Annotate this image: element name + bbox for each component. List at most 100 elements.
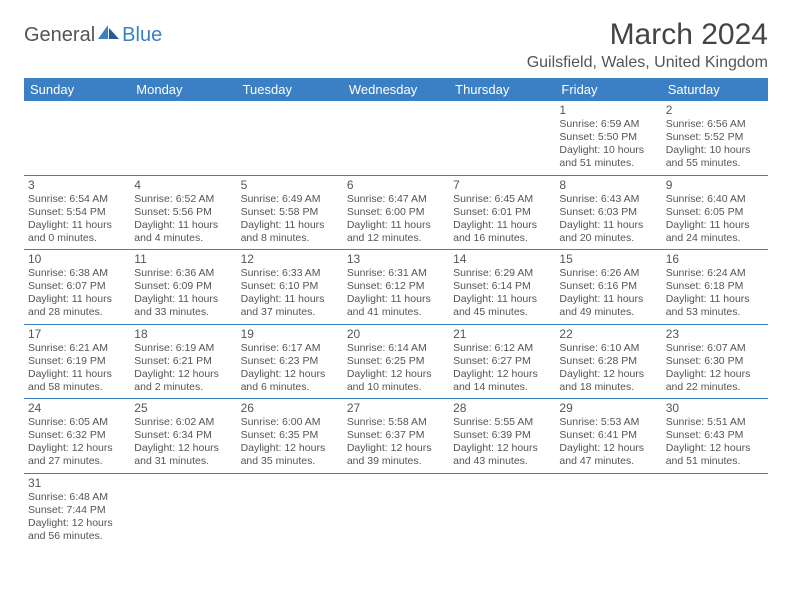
day-number: 10 — [28, 252, 126, 266]
day-header-row: Sunday Monday Tuesday Wednesday Thursday… — [24, 78, 768, 101]
day-detail: Sunset: 6:00 PM — [347, 206, 445, 219]
day-detail: Sunset: 5:50 PM — [559, 131, 657, 144]
day-detail: Sunset: 5:58 PM — [241, 206, 339, 219]
day-detail: and 37 minutes. — [241, 306, 339, 319]
day-number: 24 — [28, 401, 126, 415]
day-detail: Sunrise: 6:00 AM — [241, 416, 339, 429]
day-number: 21 — [453, 327, 551, 341]
calendar-week: 31Sunrise: 6:48 AMSunset: 7:44 PMDayligh… — [24, 473, 768, 547]
day-detail: Sunrise: 5:55 AM — [453, 416, 551, 429]
day-detail: and 18 minutes. — [559, 381, 657, 394]
calendar-cell — [130, 101, 236, 175]
day-detail: and 22 minutes. — [666, 381, 764, 394]
day-number: 20 — [347, 327, 445, 341]
day-number: 22 — [559, 327, 657, 341]
day-detail: Sunrise: 6:02 AM — [134, 416, 232, 429]
sail-icon — [98, 25, 120, 39]
day-detail: Sunset: 6:37 PM — [347, 429, 445, 442]
day-detail: and 47 minutes. — [559, 455, 657, 468]
day-detail: Sunset: 6:01 PM — [453, 206, 551, 219]
day-detail: Daylight: 12 hours — [28, 442, 126, 455]
day-number: 16 — [666, 252, 764, 266]
day-detail: and 58 minutes. — [28, 381, 126, 394]
day-detail: Daylight: 11 hours — [347, 293, 445, 306]
calendar-cell: 13Sunrise: 6:31 AMSunset: 6:12 PMDayligh… — [343, 250, 449, 325]
day-detail: Sunset: 6:12 PM — [347, 280, 445, 293]
day-detail: Daylight: 11 hours — [559, 293, 657, 306]
logo-text-blue: Blue — [122, 24, 162, 47]
calendar-cell: 7Sunrise: 6:45 AMSunset: 6:01 PMDaylight… — [449, 175, 555, 250]
calendar-cell: 4Sunrise: 6:52 AMSunset: 5:56 PMDaylight… — [130, 175, 236, 250]
calendar-cell: 15Sunrise: 6:26 AMSunset: 6:16 PMDayligh… — [555, 250, 661, 325]
day-detail: Sunrise: 6:19 AM — [134, 342, 232, 355]
day-detail: and 43 minutes. — [453, 455, 551, 468]
day-detail: Sunset: 5:56 PM — [134, 206, 232, 219]
day-detail: Daylight: 12 hours — [347, 442, 445, 455]
day-detail: Sunrise: 6:29 AM — [453, 267, 551, 280]
day-number: 4 — [134, 178, 232, 192]
day-detail: Sunrise: 6:07 AM — [666, 342, 764, 355]
day-detail: Sunset: 6:07 PM — [28, 280, 126, 293]
calendar-cell — [343, 101, 449, 175]
day-detail: Sunset: 6:25 PM — [347, 355, 445, 368]
day-detail: Daylight: 10 hours — [666, 144, 764, 157]
day-detail: Sunset: 7:44 PM — [28, 504, 126, 517]
logo-text-general: General — [24, 24, 95, 47]
calendar-cell: 30Sunrise: 5:51 AMSunset: 6:43 PMDayligh… — [662, 399, 768, 474]
day-detail: and 28 minutes. — [28, 306, 126, 319]
day-header: Friday — [555, 78, 661, 101]
day-detail: and 33 minutes. — [134, 306, 232, 319]
calendar-cell: 19Sunrise: 6:17 AMSunset: 6:23 PMDayligh… — [237, 324, 343, 399]
day-detail: Sunset: 6:39 PM — [453, 429, 551, 442]
calendar-cell: 1Sunrise: 6:59 AMSunset: 5:50 PMDaylight… — [555, 101, 661, 175]
day-number: 28 — [453, 401, 551, 415]
day-detail: Sunrise: 6:12 AM — [453, 342, 551, 355]
calendar-cell — [662, 473, 768, 547]
day-detail: Daylight: 12 hours — [28, 517, 126, 530]
calendar-week: 10Sunrise: 6:38 AMSunset: 6:07 PMDayligh… — [24, 250, 768, 325]
day-detail: and 41 minutes. — [347, 306, 445, 319]
day-detail: and 56 minutes. — [28, 530, 126, 543]
calendar-cell — [237, 101, 343, 175]
day-detail: Sunrise: 6:47 AM — [347, 193, 445, 206]
calendar-cell: 9Sunrise: 6:40 AMSunset: 6:05 PMDaylight… — [662, 175, 768, 250]
day-detail: and 12 minutes. — [347, 232, 445, 245]
day-detail: Daylight: 11 hours — [666, 293, 764, 306]
day-detail: Daylight: 12 hours — [134, 442, 232, 455]
day-detail: Sunset: 6:05 PM — [666, 206, 764, 219]
day-detail: Sunrise: 5:51 AM — [666, 416, 764, 429]
day-number: 30 — [666, 401, 764, 415]
calendar-cell — [449, 101, 555, 175]
day-detail: Daylight: 12 hours — [453, 368, 551, 381]
day-detail: and 51 minutes. — [559, 157, 657, 170]
calendar-cell: 17Sunrise: 6:21 AMSunset: 6:19 PMDayligh… — [24, 324, 130, 399]
day-detail: Sunset: 6:09 PM — [134, 280, 232, 293]
day-detail: Sunrise: 6:10 AM — [559, 342, 657, 355]
calendar-cell: 26Sunrise: 6:00 AMSunset: 6:35 PMDayligh… — [237, 399, 343, 474]
day-detail: Sunrise: 6:52 AM — [134, 193, 232, 206]
day-detail: Sunset: 6:27 PM — [453, 355, 551, 368]
day-detail: Daylight: 11 hours — [241, 293, 339, 306]
day-detail: Sunset: 6:21 PM — [134, 355, 232, 368]
calendar-cell: 27Sunrise: 5:58 AMSunset: 6:37 PMDayligh… — [343, 399, 449, 474]
day-header: Wednesday — [343, 78, 449, 101]
day-detail: Sunrise: 6:14 AM — [347, 342, 445, 355]
day-number: 25 — [134, 401, 232, 415]
day-header: Saturday — [662, 78, 768, 101]
location: Guilsfield, Wales, United Kingdom — [527, 54, 768, 72]
calendar-body: 1Sunrise: 6:59 AMSunset: 5:50 PMDaylight… — [24, 101, 768, 547]
day-detail: Sunset: 6:19 PM — [28, 355, 126, 368]
calendar-week: 17Sunrise: 6:21 AMSunset: 6:19 PMDayligh… — [24, 324, 768, 399]
day-detail: Sunrise: 6:56 AM — [666, 118, 764, 131]
calendar-cell — [343, 473, 449, 547]
day-detail: and 2 minutes. — [134, 381, 232, 394]
day-number: 9 — [666, 178, 764, 192]
day-number: 18 — [134, 327, 232, 341]
day-detail: Sunrise: 6:33 AM — [241, 267, 339, 280]
day-detail: Sunrise: 6:21 AM — [28, 342, 126, 355]
day-detail: and 51 minutes. — [666, 455, 764, 468]
day-header: Monday — [130, 78, 236, 101]
day-detail: Daylight: 12 hours — [559, 442, 657, 455]
calendar-cell: 16Sunrise: 6:24 AMSunset: 6:18 PMDayligh… — [662, 250, 768, 325]
day-number: 31 — [28, 476, 126, 490]
